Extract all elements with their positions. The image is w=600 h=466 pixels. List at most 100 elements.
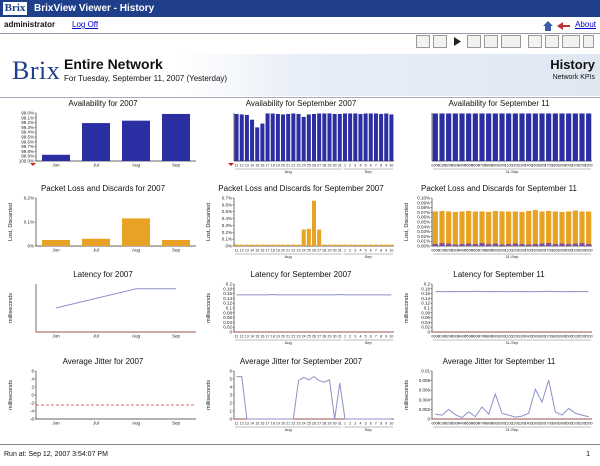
- report-subtitle: For Tuesday, September 11, 2007 (Yesterd…: [64, 74, 227, 83]
- y-tick-label: 0.01: [421, 369, 430, 374]
- x-tick-label: Jun: [52, 248, 60, 253]
- nav-icons: [542, 19, 572, 31]
- bar: [322, 113, 326, 161]
- x-tick-label: 7: [375, 164, 377, 168]
- bar: [573, 244, 578, 246]
- bar: [473, 244, 478, 246]
- paste-icon[interactable]: [484, 35, 498, 48]
- group-label: 11-Sep: [506, 427, 519, 432]
- bar: [586, 211, 591, 246]
- y-tick-label: 6: [31, 369, 34, 374]
- export-icon[interactable]: [501, 35, 521, 48]
- x-tick-label: 26: [312, 164, 316, 168]
- minimize-icon[interactable]: [583, 35, 594, 48]
- report-type-sub: Network KPIs: [550, 74, 595, 81]
- report-header: Brix Entire Network For Tuesday, Septemb…: [0, 54, 600, 96]
- about-link[interactable]: About: [575, 20, 596, 29]
- x-tick-label: 14: [250, 335, 254, 339]
- x-tick-label: 27: [317, 164, 321, 168]
- bar: [389, 114, 393, 161]
- username-label: administrator: [4, 20, 55, 29]
- x-tick-label: Jul: [93, 334, 99, 339]
- x-tick-label: 30: [333, 164, 337, 168]
- report-type-title: History: [550, 57, 595, 72]
- bar: [513, 113, 518, 161]
- x-tick-label: 19: [276, 249, 280, 253]
- bar: [446, 244, 451, 246]
- x-tick-label: 31: [338, 249, 342, 253]
- bar: [453, 113, 458, 161]
- bar: [539, 244, 544, 246]
- bar: [235, 114, 239, 161]
- bar: [260, 245, 264, 246]
- x-tick-label: 26: [312, 249, 316, 253]
- brix-logo-icon: Brix: [3, 2, 27, 15]
- y-axis-label: milliseconds: [404, 380, 410, 410]
- x-tick-label: 6: [370, 422, 372, 426]
- bar: [453, 245, 458, 246]
- window-title: BrixView Viewer - History: [34, 2, 154, 15]
- x-tick-label: 2300: [585, 422, 593, 426]
- bar: [566, 211, 571, 246]
- x-tick-label: Jun: [52, 163, 60, 168]
- x-tick-label: 2300: [585, 335, 593, 339]
- x-tick-label: 17: [266, 422, 270, 426]
- bar: [379, 245, 383, 246]
- bar: [433, 244, 438, 246]
- page-number: 1: [586, 451, 590, 458]
- y-tick-label: 0: [427, 330, 430, 335]
- bar: [499, 245, 504, 246]
- email-icon[interactable]: [416, 35, 430, 48]
- x-tick-label: 3: [354, 335, 356, 339]
- bar: [384, 113, 388, 161]
- bar: [479, 243, 484, 246]
- bar: [566, 113, 571, 161]
- x-tick-label: 13: [245, 422, 249, 426]
- bar: [291, 113, 295, 161]
- bar: [281, 245, 285, 246]
- bar: [374, 245, 378, 246]
- x-tick-label: 2: [349, 249, 351, 253]
- bar: [546, 113, 551, 161]
- save-icon[interactable]: [545, 35, 559, 48]
- chart-avail-2007: 99.0%99.1%99.2%99.3%99.4%99.5%99.6%99.7%…: [4, 109, 202, 184]
- group-label: Aug: [285, 254, 292, 259]
- print-icon[interactable]: [528, 35, 542, 48]
- x-tick-label: 24: [302, 422, 306, 426]
- copy-icon[interactable]: [467, 35, 481, 48]
- chart-title: Average Jitter for September 11: [400, 357, 598, 366]
- title-bar: Brix BrixView Viewer - History: [0, 0, 600, 17]
- x-tick-label: 15: [255, 249, 259, 253]
- x-tick-label: 13: [245, 164, 249, 168]
- edit-icon[interactable]: [433, 35, 447, 48]
- x-tick-label: 15: [255, 422, 259, 426]
- bar: [566, 244, 571, 246]
- list-icon[interactable]: [562, 35, 580, 48]
- footer: Run at: Sep 12, 2007 3:54:07 PM 1: [0, 444, 600, 466]
- bar: [553, 244, 558, 246]
- bar: [453, 212, 458, 246]
- bar: [579, 113, 584, 161]
- group-label: 11-Sep: [506, 169, 519, 174]
- chart-title: Availability for September 2007: [202, 99, 400, 108]
- bar: [291, 245, 295, 246]
- x-tick-label: 31: [338, 164, 342, 168]
- home-icon[interactable]: [542, 20, 572, 32]
- logoff-link[interactable]: Log Off: [72, 20, 98, 29]
- x-tick-label: 9: [385, 335, 387, 339]
- x-tick-label: 2: [349, 422, 351, 426]
- y-tick-label: 0.6%: [222, 202, 232, 207]
- bar: [364, 245, 368, 246]
- bar: [539, 211, 544, 246]
- x-tick-label: 7: [375, 422, 377, 426]
- chart-avail-sep11: 0000010002000300040005000600070008000900…: [400, 109, 598, 184]
- x-tick-label: 8: [380, 335, 382, 339]
- bar: [240, 245, 244, 246]
- x-tick-label: 18: [271, 164, 275, 168]
- play-icon[interactable]: [450, 35, 464, 48]
- x-tick-label: Aug: [132, 421, 141, 426]
- x-tick-label: 7: [375, 335, 377, 339]
